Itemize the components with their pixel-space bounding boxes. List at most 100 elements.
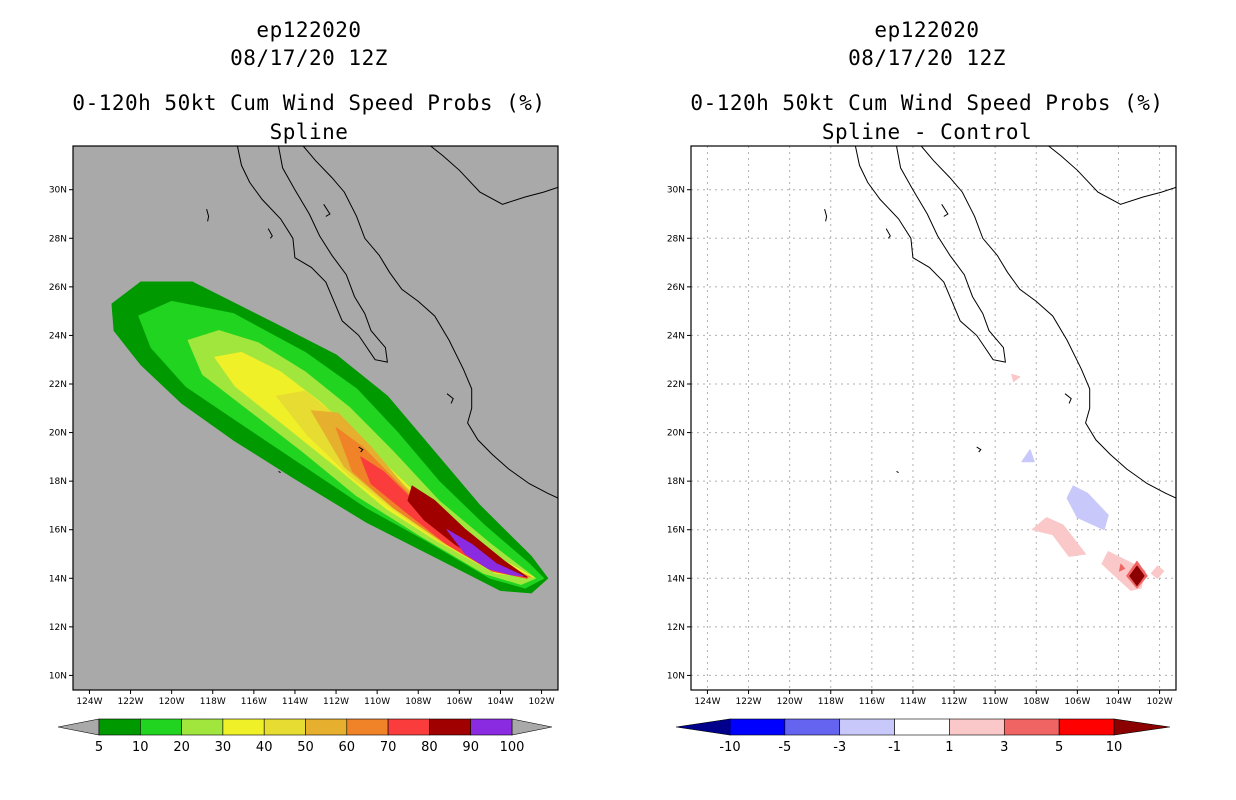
colorbar-label: 50 — [297, 740, 314, 755]
x-tick-label: 114W — [282, 697, 308, 707]
colorbar-label: 20 — [173, 740, 190, 755]
island-outline — [278, 470, 281, 474]
island-outline — [885, 228, 891, 239]
x-tick-label: 120W — [159, 697, 185, 707]
island-outline — [267, 228, 273, 239]
colorbar-label: -1 — [888, 740, 901, 755]
prob-band-90 — [446, 529, 524, 577]
chart-subtitle: Spline - Control — [821, 120, 1033, 144]
island-outline — [323, 204, 331, 217]
plot-layer — [111, 146, 558, 594]
colorbar: -10 -5 -3 -1 1 3 5 10 — [675, 718, 1171, 755]
anomaly-pos1 — [1031, 517, 1087, 557]
colorbar-swatch — [140, 718, 182, 736]
difference-map: 124W 122W 120W 118W 116W 114W 112W 110W 108W 106W… — [667, 145, 1177, 755]
colorbar-swatch — [949, 718, 1005, 736]
x-tick-label: 110W — [364, 697, 390, 707]
x-tick-label: 108W — [1023, 697, 1049, 707]
colorbar-label: 40 — [256, 740, 273, 755]
x-tick-label: 112W — [323, 697, 349, 707]
x-tick-label: 116W — [859, 697, 885, 707]
y-tick-label: 28N — [667, 234, 685, 244]
colorbar-label: 90 — [462, 740, 479, 755]
y-tick-label: 14N — [667, 574, 685, 584]
colorbar-label: 5 — [95, 740, 103, 755]
y-tick-label: 26N — [49, 283, 67, 293]
colorbar-label: 100 — [500, 740, 525, 755]
colorbar-swatch — [222, 718, 265, 736]
island-outline — [896, 470, 899, 474]
y-tick-label: 12N — [667, 623, 685, 633]
colorbar-swatch — [729, 718, 786, 736]
x-tick-label: 122W — [736, 697, 762, 707]
y-tick-label: 20N — [49, 429, 67, 439]
colorbar-swatch — [1003, 718, 1060, 736]
colorbar-high-arrow — [1113, 718, 1171, 736]
colorbar-label: 5 — [1055, 740, 1063, 755]
x-tick-label: 110W — [982, 697, 1008, 707]
island-outline — [446, 393, 454, 404]
x-tick-label: 104W — [487, 697, 513, 707]
coastline-1 — [854, 146, 1006, 363]
colorbar-label: -3 — [833, 740, 846, 755]
x-tick-label: 116W — [241, 697, 267, 707]
island-outline — [1064, 393, 1072, 404]
anomaly-pos10 — [1129, 565, 1145, 587]
chart-title: 0-120h 50kt Cum Wind Speed Probs (%) — [72, 91, 546, 115]
x-tick-label: 124W — [694, 697, 720, 707]
colorbar-label: 1 — [945, 740, 953, 755]
x-tick-label: 112W — [941, 697, 967, 707]
y-tick-label: 28N — [49, 234, 67, 244]
anomaly-pos3 — [1119, 563, 1126, 572]
colorbar-swatch — [387, 718, 430, 736]
anomaly-pos1 — [1011, 373, 1021, 383]
colorbar-swatch — [429, 718, 471, 736]
plot-layer — [691, 146, 1176, 690]
x-tick-label: 118W — [200, 697, 226, 707]
x-tick-label: 108W — [405, 697, 431, 707]
coastline-2 — [920, 146, 1176, 499]
colorbar-low-arrow — [675, 718, 731, 736]
x-tick-label: 106W — [446, 697, 472, 707]
colorbar-swatch — [894, 718, 950, 736]
colorbar-swatch — [346, 718, 389, 736]
colorbar-label: 70 — [380, 740, 397, 755]
island-outline — [824, 208, 828, 222]
island-outline — [206, 208, 210, 222]
colorbar-label: 30 — [215, 740, 232, 755]
coastline-2 — [302, 146, 558, 499]
colorbar-label: 10 — [132, 740, 149, 755]
x-tick-label: 118W — [818, 697, 844, 707]
island-outline — [941, 204, 949, 217]
anomaly-pos1 — [1150, 565, 1165, 579]
storm-id: ep122020 — [874, 18, 980, 42]
colorbar: 5 10 20 30 40 50 60 70 80 90 100 — [57, 718, 553, 755]
colorbar-swatch — [305, 718, 348, 736]
chart-subtitle: Spline — [269, 120, 349, 144]
chart-title: 0-120h 50kt Cum Wind Speed Probs (%) — [690, 91, 1164, 115]
y-tick-label: 30N — [667, 186, 685, 196]
x-tick-label: 120W — [777, 697, 803, 707]
island-outline — [358, 446, 364, 453]
anomaly-neg1 — [1021, 449, 1035, 463]
x-tick-label: 122W — [118, 697, 144, 707]
coastline-1 — [236, 146, 388, 363]
colorbar-swatch — [839, 718, 895, 736]
y-tick-label: 14N — [49, 574, 67, 584]
y-tick-label: 22N — [49, 380, 67, 390]
plot-background — [691, 146, 1176, 690]
colorbar-label: 3 — [1000, 740, 1008, 755]
y-tick-label: 26N — [667, 283, 685, 293]
colorbar-swatch — [1058, 718, 1115, 736]
anomaly-neg1 — [1066, 485, 1109, 531]
y-tick-label: 18N — [49, 477, 67, 487]
colorbar-low-arrow — [57, 718, 100, 736]
spline-panel: ep122020 08/17/20 12Z 0-120h 50kt Cum Wi… — [49, 18, 559, 755]
prob-band-60 — [335, 427, 530, 578]
x-tick-label: 124W — [76, 697, 102, 707]
y-tick-label: 24N — [49, 331, 67, 341]
prob-band-70 — [360, 456, 528, 579]
plot-frame — [690, 145, 1177, 691]
y-tick-label: 18N — [667, 477, 685, 487]
colorbar-label: -5 — [778, 740, 791, 755]
